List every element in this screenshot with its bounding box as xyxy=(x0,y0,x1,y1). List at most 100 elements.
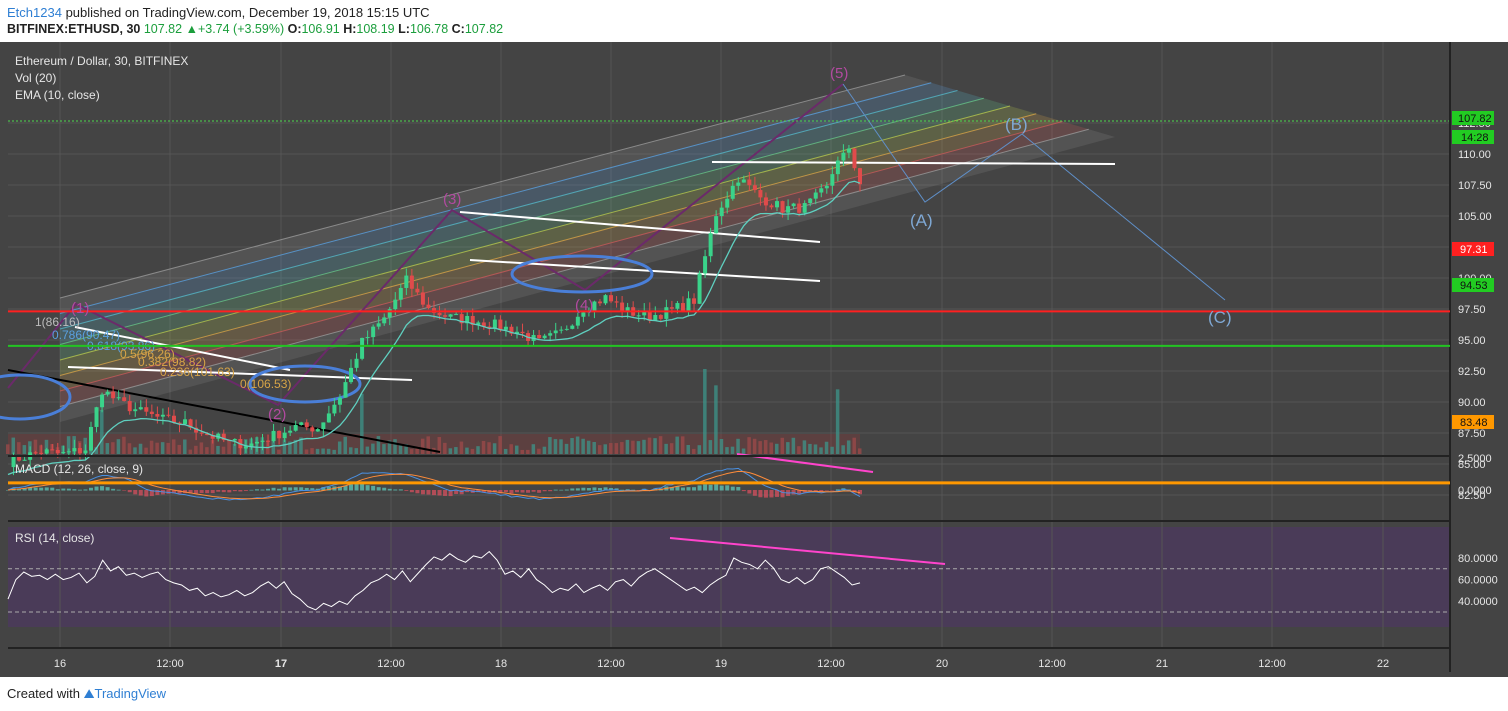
rsi-pane xyxy=(7,537,1450,613)
rsi-indicator-label[interactable]: RSI (14, close) xyxy=(15,531,94,545)
macd-histogram-bar xyxy=(205,490,210,494)
price-axis[interactable]: 82.5085.0087.5090.0092.5095.0097.50100.0… xyxy=(1458,118,1498,608)
macd-indicator-label[interactable]: MACD (12, 26, close, 9) xyxy=(15,462,143,476)
volume-bar xyxy=(769,442,773,454)
volume-bar xyxy=(354,448,359,454)
macd-histogram-bar xyxy=(22,488,27,491)
volume-bar xyxy=(66,436,71,454)
volume-bar xyxy=(443,442,447,454)
volume-bar xyxy=(420,438,425,454)
candle-body xyxy=(160,414,165,417)
macd-histogram-bar xyxy=(17,488,22,491)
macd-histogram-bar xyxy=(216,490,221,492)
tradingview-logo-icon: ⛰ xyxy=(83,686,95,701)
time-axis[interactable]: 16 12:00 17 12:00 18 12:00 19 12:00 20 12:00 21 12:… xyxy=(54,658,1389,670)
candle-body xyxy=(692,298,697,304)
fib-level-label: 1(86.16) xyxy=(35,315,80,329)
publish-info: Etch1234 published on TradingView.com, D… xyxy=(7,5,430,20)
volume-bar xyxy=(725,447,729,454)
volume-bar xyxy=(409,449,414,454)
macd-histogram-bar xyxy=(360,483,365,491)
volume-bar xyxy=(686,444,690,454)
macd-histogram-bar xyxy=(188,490,193,494)
high-value: 108.19 xyxy=(356,22,395,36)
candle-body xyxy=(703,256,708,274)
candle-body xyxy=(232,439,237,441)
price-change: +3.74 (+3.59%) xyxy=(197,22,285,36)
volume-bar xyxy=(647,437,652,454)
channel-line xyxy=(59,105,1011,361)
main-pane-title: Ethereum / Dollar, 30, BITFINEX xyxy=(15,54,188,68)
candle-body xyxy=(824,185,829,189)
macd-histogram-bar xyxy=(221,490,226,493)
candle-body xyxy=(476,322,481,325)
macd-histogram-bar xyxy=(697,485,702,491)
candle-body xyxy=(647,310,652,321)
candle-body xyxy=(758,190,763,198)
candle-body xyxy=(503,326,508,330)
macd-histogram-bar xyxy=(387,488,392,491)
candle-body xyxy=(780,201,785,213)
macd-histogram-bar xyxy=(299,487,304,491)
macd-histogram-bar xyxy=(77,489,82,491)
macd-histogram-bar xyxy=(210,490,215,494)
white-line xyxy=(74,326,291,371)
candle-body xyxy=(686,298,691,311)
macd-histogram-bar xyxy=(61,488,66,491)
candle-body xyxy=(813,192,818,199)
volume-bar xyxy=(105,443,110,454)
macd-histogram-bar xyxy=(144,490,149,497)
time-tick-label: 18 xyxy=(495,658,507,670)
volume-bar xyxy=(830,446,834,454)
volume-bar xyxy=(332,449,336,454)
volume-bar xyxy=(586,440,591,454)
volume-bar xyxy=(564,443,569,454)
candle-body xyxy=(548,333,553,336)
macd-histogram-bar xyxy=(232,490,237,492)
candle-body xyxy=(398,287,403,300)
candle-body xyxy=(194,427,199,433)
vol-indicator-label[interactable]: Vol (20) xyxy=(15,71,56,85)
volume-bar xyxy=(714,385,718,454)
candle-body xyxy=(492,319,497,329)
volume-bar xyxy=(138,443,143,454)
horizontal-levels xyxy=(8,310,1450,485)
macd-histogram-bar xyxy=(675,486,680,491)
macd-histogram-bar xyxy=(564,489,569,491)
candle-body xyxy=(72,448,77,452)
candle-body xyxy=(459,314,464,324)
volume-bar xyxy=(382,444,386,454)
tradingview-link[interactable]: TradingView xyxy=(94,686,167,701)
channel-band xyxy=(60,121,1089,407)
ema-indicator-label[interactable]: EMA (10, close) xyxy=(15,88,100,102)
white-line xyxy=(459,211,821,243)
volume-bar xyxy=(813,444,818,454)
price-tick-label: 87.50 xyxy=(1458,428,1486,440)
macd-tick-label: 0.0000 xyxy=(1458,485,1492,497)
candle-body xyxy=(326,413,331,423)
macd-histogram-bar xyxy=(835,489,840,491)
macd-histogram-bar xyxy=(238,490,243,492)
rsi-tick-label: 80.0000 xyxy=(1458,553,1498,565)
macd-histogram-bar xyxy=(763,490,768,498)
volume-bar xyxy=(210,439,215,454)
volume-bar xyxy=(503,448,508,454)
fib-level-label: 0.5(96.26) xyxy=(120,347,175,361)
candle-body xyxy=(819,188,824,193)
author-link[interactable]: Etch1234 xyxy=(7,5,62,20)
candle-body xyxy=(769,205,774,208)
channel-line xyxy=(59,113,1037,376)
candle-body xyxy=(288,430,293,433)
volume-bar xyxy=(625,439,630,454)
candle-body xyxy=(188,419,193,428)
chart-canvas[interactable]: 1(86.16)0.786(90.47)0.618(93.86)0.5(96.2… xyxy=(0,42,1508,677)
wave-1-label: (1) xyxy=(71,300,89,317)
volume-bar xyxy=(177,444,182,454)
macd-tick-label: 2.5000 xyxy=(1458,453,1492,465)
volume-bar xyxy=(216,445,220,454)
candle-body xyxy=(354,358,359,368)
countdown-badge-text: 14:28 xyxy=(1461,132,1489,144)
macd-histogram-bar xyxy=(537,490,542,493)
candle-body xyxy=(664,307,669,319)
volume-bar xyxy=(526,449,530,454)
